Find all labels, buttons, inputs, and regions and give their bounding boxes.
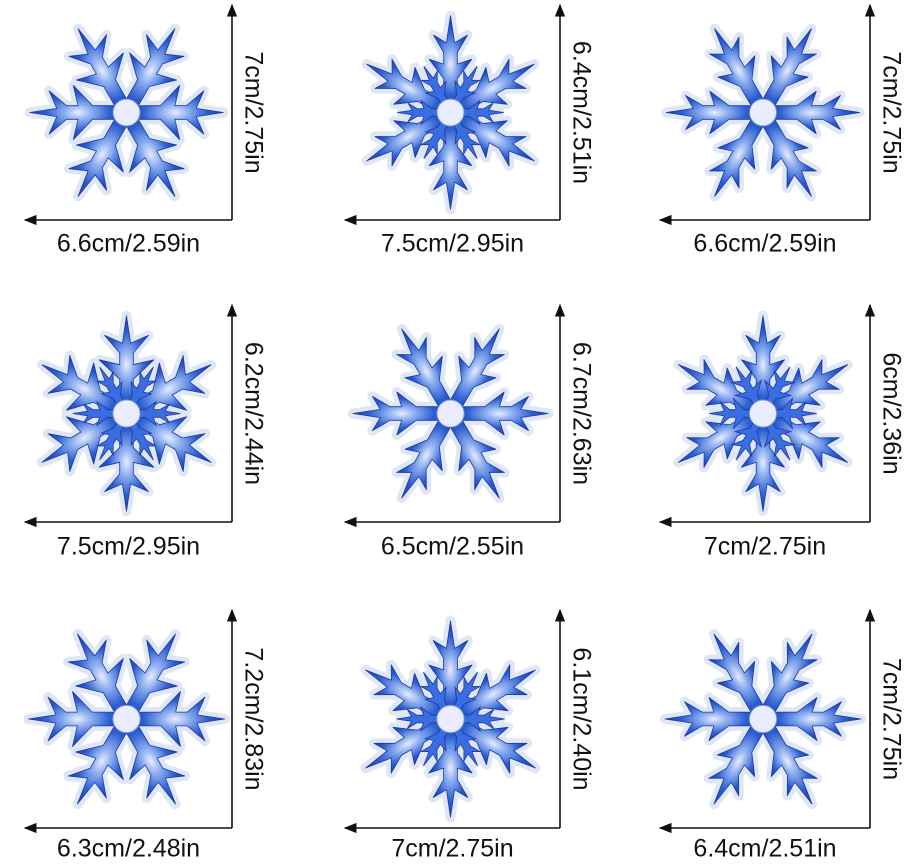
snowflake-arm: [677, 359, 767, 420]
snowflake-arm: [28, 691, 127, 747]
snowflake-arm: [67, 633, 133, 723]
snowflake-arm: [446, 106, 535, 167]
snowflake-arm: [68, 108, 133, 197]
height-label: 6.4cm/2.51in: [567, 41, 595, 184]
snowflake-arm: [741, 315, 785, 414]
snowflake-arm: [126, 691, 225, 747]
snowflake-arm: [709, 108, 770, 197]
snowflake-arm: [446, 664, 536, 726]
width-label: 6.5cm/2.55in: [381, 533, 524, 561]
snowflake: [360, 615, 541, 823]
snowflake-center: [112, 704, 141, 734]
height-label: 7cm/2.75in: [239, 51, 267, 173]
snowflake-arm: [396, 409, 457, 499]
snowflake-arm: [444, 409, 505, 499]
snowflake-spike: [397, 99, 451, 126]
snowflake-arm: [120, 633, 186, 723]
snowflake-arm: [428, 718, 473, 818]
snowflake-arm: [446, 58, 535, 119]
snowflake-arm: [756, 108, 817, 197]
snowflake: [36, 310, 217, 517]
snowflake-arm: [756, 715, 818, 805]
snowflake-arm: [352, 391, 451, 436]
snowflake-arm: [366, 58, 455, 119]
width-label: 6.3cm/2.48in: [57, 835, 200, 863]
snowflake-spike: [72, 400, 127, 427]
width-label: 7cm/2.75in: [391, 835, 513, 863]
snowflake-center: [748, 399, 778, 428]
snowflake-arm: [762, 90, 861, 135]
height-label: 7cm/2.75in: [877, 51, 905, 173]
snowflake-arm: [450, 391, 549, 436]
snowflake-arm: [365, 664, 455, 726]
width-label: 7.5cm/2.95in: [57, 533, 200, 561]
snowflake: [673, 310, 853, 517]
snowflake-spike: [450, 99, 504, 126]
height-label: 6cm/2.36in: [877, 352, 905, 474]
snowflake: [659, 629, 867, 809]
snowflake-arm: [122, 407, 212, 472]
snowflake-arm: [396, 328, 457, 418]
snowflake-arm: [762, 697, 862, 741]
snowflake-arm: [98, 413, 155, 512]
snowflake-arm: [366, 106, 455, 167]
snowflake-center: [748, 704, 778, 734]
snowflake-spike: [762, 397, 817, 430]
snowflake-arm: [741, 413, 785, 512]
snowflake-arm: [29, 85, 127, 140]
width-label: 7.5cm/2.95in: [381, 230, 524, 258]
snowflake-center: [112, 399, 141, 428]
snowflake-arm: [41, 355, 131, 420]
height-label: 7.2cm/2.83in: [239, 647, 267, 790]
snowflake-center: [436, 399, 465, 428]
snowflake-arm: [664, 697, 764, 741]
snowflake-arm: [41, 407, 131, 472]
snowflake-arm: [756, 633, 818, 723]
snowflake-spike: [396, 706, 451, 732]
snowflake-arm: [428, 112, 473, 210]
snowflake-center: [436, 98, 465, 127]
snowflake-arm: [67, 715, 133, 805]
snowflake: [24, 23, 229, 202]
snowflake: [661, 23, 865, 202]
snowflake-arm: [120, 28, 185, 117]
snowflake-spike: [709, 397, 764, 430]
width-label: 6.4cm/2.51in: [693, 835, 836, 863]
snowflake-arm: [428, 15, 473, 113]
snowflake: [23, 629, 230, 809]
height-label: 6.7cm/2.63in: [567, 342, 595, 485]
snowflake-center: [112, 98, 141, 127]
width-label: 6.6cm/2.59in: [693, 230, 836, 258]
snowflake: [347, 323, 554, 504]
snowflake-arm: [68, 28, 133, 117]
height-label: 7cm/2.75in: [877, 658, 905, 780]
snowflake-spike: [450, 706, 505, 732]
snowflake-arm: [677, 407, 767, 468]
snowflake-arm: [122, 355, 212, 420]
snowflake-arm: [759, 407, 849, 468]
snowflake-center: [436, 704, 465, 734]
snowflake-arm: [120, 715, 186, 805]
snowflake-center: [748, 98, 778, 127]
snowflake: [361, 10, 540, 215]
snowflake-arm: [708, 715, 770, 805]
width-label: 7cm/2.75in: [704, 533, 826, 561]
snowflake-arm: [98, 315, 155, 414]
snowflake-arm: [365, 712, 455, 774]
snowflake-arm: [126, 85, 224, 140]
snowflake-arm: [444, 328, 505, 418]
snowflake-arm: [446, 712, 536, 774]
height-label: 6.2cm/2.44in: [239, 342, 267, 485]
snowflake-arm: [708, 633, 770, 723]
snowflake-arm: [120, 108, 185, 197]
snowflake-arm: [665, 90, 764, 135]
snowflake-arm: [709, 28, 770, 117]
height-label: 6.1cm/2.40in: [567, 647, 595, 790]
snowflake-spike: [126, 400, 181, 427]
snowflake-arm: [428, 620, 473, 720]
snowflake-arm: [759, 359, 849, 420]
width-label: 6.6cm/2.59in: [57, 230, 200, 258]
snowflake-arm: [756, 28, 817, 117]
